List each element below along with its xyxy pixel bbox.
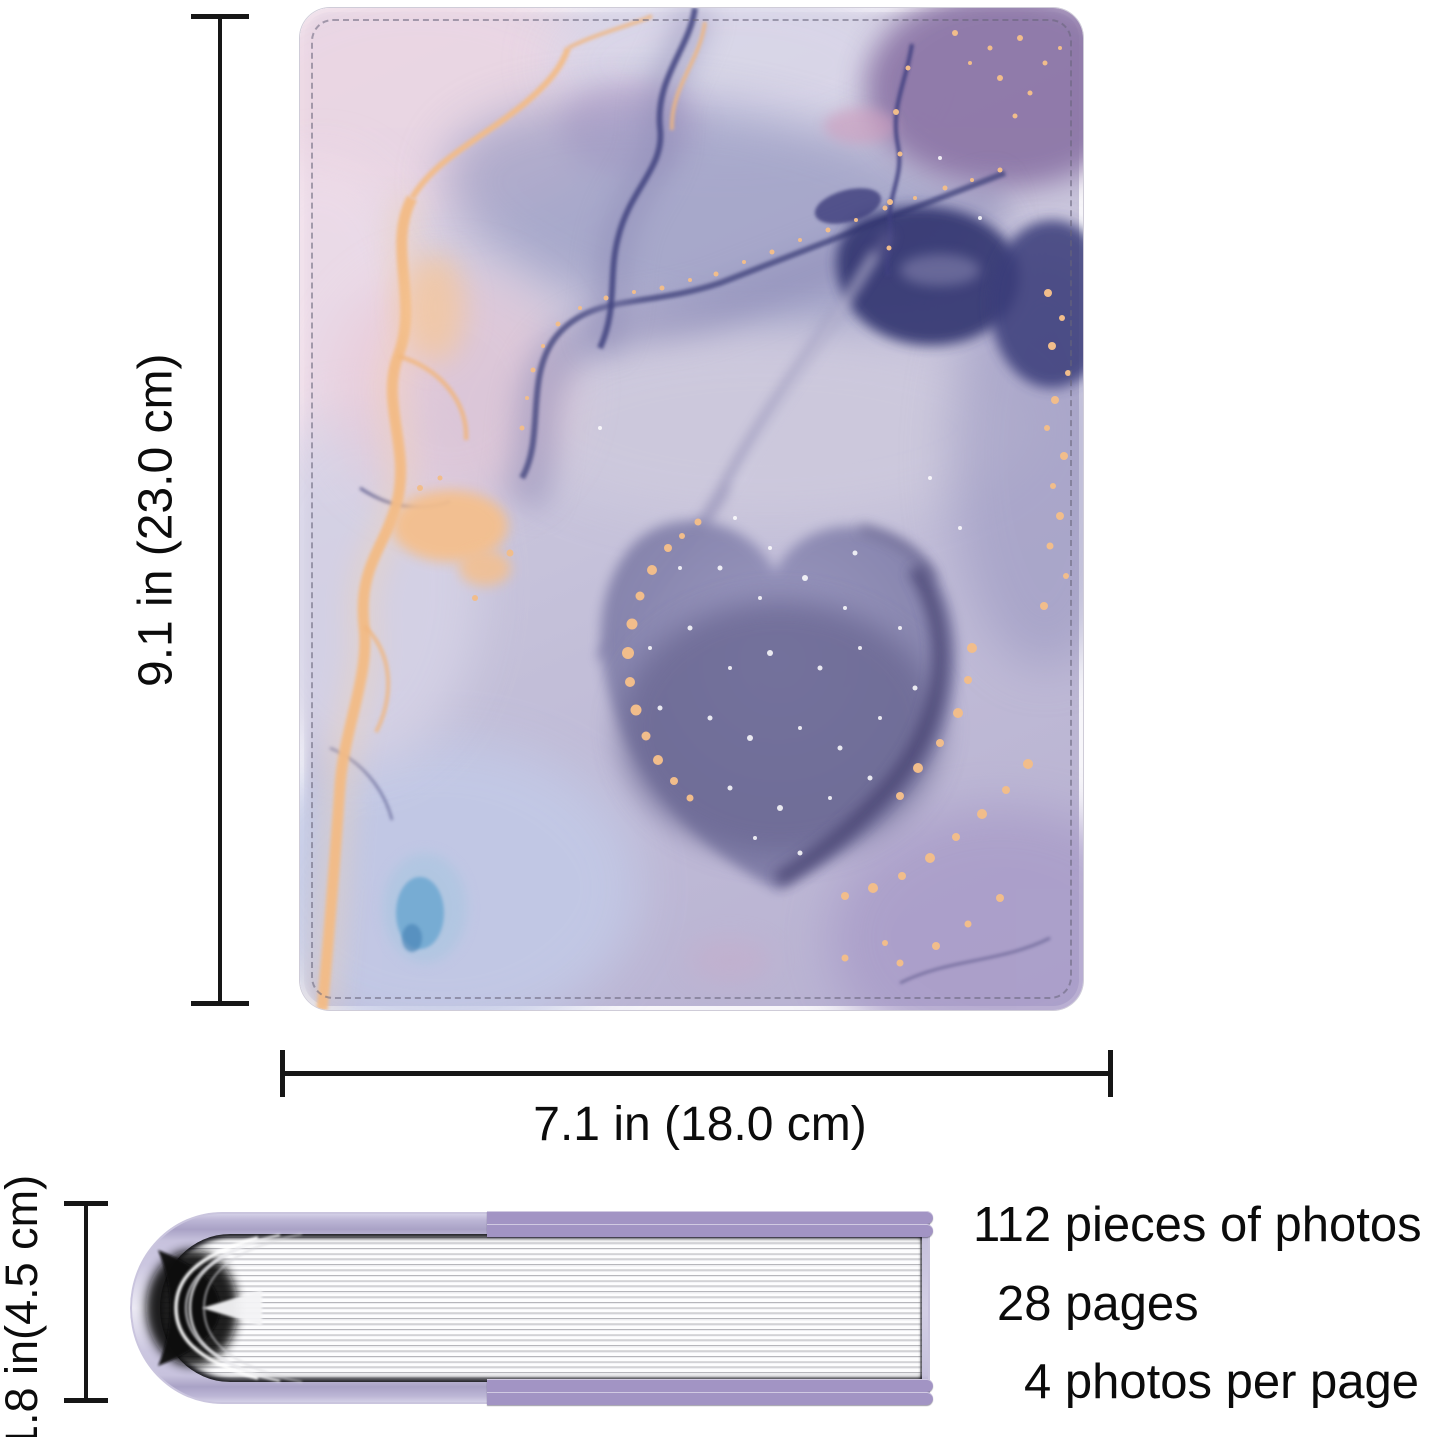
marble-artwork <box>300 8 1083 1010</box>
thickness-dimension-line <box>84 1203 88 1401</box>
cover-edge-bottom-outer <box>487 1392 933 1405</box>
gold-veins <box>310 14 707 1010</box>
height-dimension-label: 9.1 in (23.0 cm) <box>129 353 183 687</box>
white-sparkles <box>598 156 982 856</box>
height-dimension-cap-bottom <box>191 1001 249 1006</box>
thickness-dimension-label: 1.8 in(4.5 cm) <box>0 1174 47 1437</box>
side-pages-stack <box>160 1234 922 1382</box>
spec-photo-count: 112 pieces of photos <box>973 1198 1422 1252</box>
blue-ink-spot <box>383 853 467 963</box>
thickness-dimension-cap-bottom <box>64 1398 108 1403</box>
page-curves <box>174 1233 303 1383</box>
cover-edge-bottom-inner <box>487 1379 933 1392</box>
cover-edge-top-inner <box>487 1224 933 1237</box>
gold-speckles <box>417 30 1071 967</box>
album-side-view <box>130 1211 933 1405</box>
height-dimension-line <box>218 16 222 1004</box>
width-dimension-cap-right <box>1108 1050 1113 1097</box>
spine-shadow-art <box>146 1233 303 1383</box>
cover-edge-top-outer <box>487 1211 933 1224</box>
spec-photos-per-page: 4 photos per page <box>1024 1355 1420 1409</box>
width-dimension-label: 7.1 in (18.0 cm) <box>533 1097 867 1151</box>
width-dimension-line <box>282 1071 1112 1076</box>
spec-page-count: 28 pages <box>997 1277 1199 1331</box>
album-front-cover <box>300 8 1083 1010</box>
